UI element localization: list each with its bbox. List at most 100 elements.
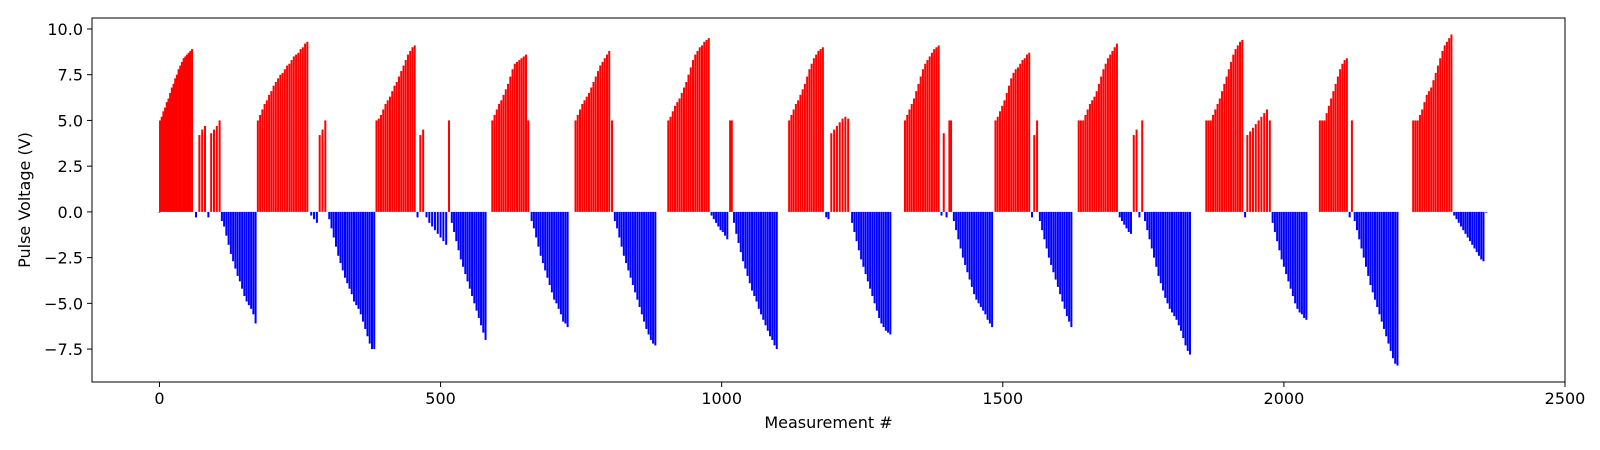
bar <box>860 211 863 260</box>
bar <box>1416 120 1419 212</box>
bar <box>1376 211 1379 308</box>
x-tick-label: 1000 <box>701 389 742 408</box>
bar <box>455 211 458 242</box>
bar <box>1251 127 1254 212</box>
bar <box>1412 120 1415 212</box>
bar <box>1371 211 1374 293</box>
bar <box>186 54 189 212</box>
bar <box>227 211 230 245</box>
bar <box>994 120 997 212</box>
bar <box>1336 76 1339 212</box>
bar <box>986 211 989 320</box>
bar <box>1007 85 1010 212</box>
bar <box>945 211 948 218</box>
bar <box>599 65 602 212</box>
bar <box>352 211 355 302</box>
bar <box>1485 211 1488 213</box>
bar <box>453 211 456 233</box>
bar <box>158 211 161 213</box>
bar <box>1177 211 1180 326</box>
bar <box>957 211 960 240</box>
y-tick-label: 7.5 <box>58 66 83 85</box>
bar <box>370 211 373 350</box>
bar <box>1088 103 1091 212</box>
bar <box>229 211 232 254</box>
bar <box>167 98 170 212</box>
bar <box>1068 211 1071 322</box>
bar <box>195 211 198 218</box>
bar <box>683 87 686 212</box>
bar <box>409 50 412 212</box>
bar <box>191 49 194 212</box>
bar <box>1118 211 1121 218</box>
bar <box>764 211 767 326</box>
bar <box>618 211 621 238</box>
bar <box>1396 211 1399 366</box>
bar <box>667 120 670 212</box>
bar <box>419 135 422 212</box>
bar <box>605 54 608 212</box>
bar <box>935 47 938 212</box>
bar <box>1182 211 1185 339</box>
bar <box>908 109 911 212</box>
bar <box>1414 120 1417 212</box>
bar <box>719 211 722 231</box>
bar <box>680 92 683 212</box>
bar <box>1480 211 1483 260</box>
bar <box>596 71 599 212</box>
bar <box>1450 34 1453 212</box>
bar <box>841 118 844 212</box>
bar <box>1282 211 1285 267</box>
bar <box>384 103 387 212</box>
bar <box>889 211 892 335</box>
bar <box>1466 211 1469 238</box>
bar <box>433 211 436 231</box>
bar <box>950 120 953 212</box>
bar <box>1207 120 1210 212</box>
bar <box>402 65 405 212</box>
bar <box>1453 211 1456 216</box>
bar <box>594 76 597 212</box>
bar <box>169 92 172 212</box>
bar <box>391 91 394 212</box>
bar <box>1221 91 1224 212</box>
bar <box>170 87 173 212</box>
x-tick-label: 2500 <box>1545 389 1586 408</box>
bar <box>715 211 718 223</box>
bar <box>513 63 516 212</box>
bar <box>1063 211 1066 309</box>
bar <box>1097 83 1100 212</box>
bar <box>1266 109 1269 212</box>
bar <box>413 45 416 212</box>
bar <box>942 133 945 212</box>
bar <box>516 61 519 212</box>
bar <box>1367 211 1370 276</box>
bar <box>299 49 302 212</box>
bar <box>603 58 606 212</box>
bar <box>504 89 507 212</box>
bar <box>1132 135 1135 212</box>
bar <box>500 100 503 212</box>
bar <box>1216 103 1219 212</box>
bar <box>247 211 250 306</box>
bar <box>948 120 951 212</box>
bar <box>223 211 226 227</box>
bar <box>692 60 695 212</box>
bar <box>328 211 331 220</box>
bar <box>1205 120 1208 212</box>
bar <box>671 111 674 212</box>
bar <box>1271 211 1274 223</box>
bar <box>707 38 710 212</box>
bar <box>799 94 802 212</box>
bar <box>1125 211 1128 229</box>
bar <box>652 211 655 344</box>
bar <box>395 82 398 212</box>
y-tick-label: −2.5 <box>44 249 83 268</box>
bar <box>189 50 192 212</box>
bar <box>775 211 778 350</box>
bars-layer <box>158 34 1488 366</box>
bar <box>553 211 556 300</box>
bar <box>933 49 936 212</box>
bar <box>959 211 962 249</box>
bar <box>844 116 847 212</box>
